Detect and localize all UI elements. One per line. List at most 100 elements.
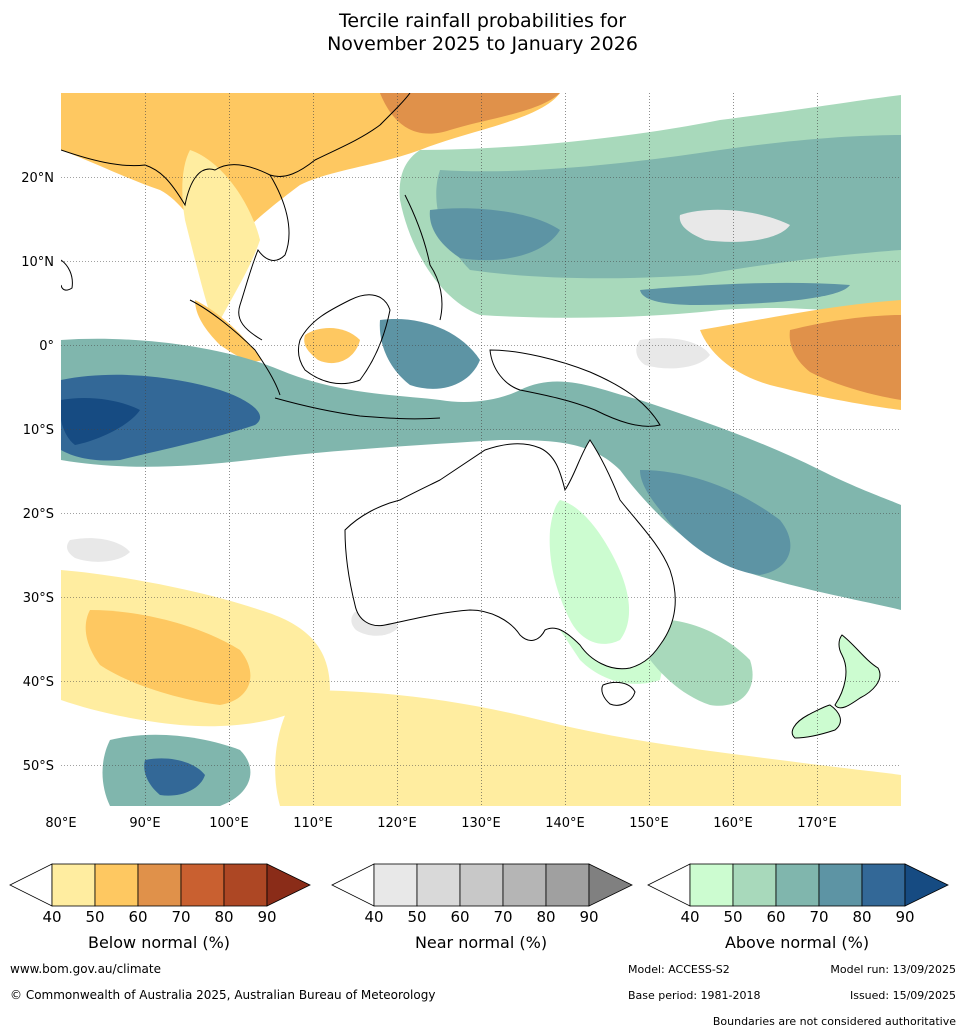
sumatra-outline [189,299,281,396]
colorbar-above-segment-3 [818,863,863,907]
colorbar-below-tick-1: 50 [85,908,104,926]
colorbar-above-label: Above normal (%) [725,933,869,952]
lon-label-160e: 160°E [713,816,753,831]
latitude-labels: 20°N 10°N 0° 10°S 20°S 30°S 40°S 50°S [21,171,54,774]
above-normal-region-coral-sea [640,470,791,575]
above-normal-region-philippines [429,208,560,261]
colorbar-near-segment-0 [373,863,418,907]
colorbar-below-segment-0 [51,863,96,907]
colorbar-near-label: Near normal (%) [415,933,547,952]
lat-label-10s: 10°S [23,423,54,438]
colorbar-above-tick-3: 70 [809,908,828,926]
model-name: Model: ACCESS-S2 [628,963,730,976]
lon-label-80e: 80°E [45,816,76,831]
colorbar-near-upper-extend [588,863,633,907]
colorbar-near-tick-0: 40 [364,908,383,926]
colorbar-near-lower-extend [331,863,375,907]
lat-label-10n: 10°N [21,255,54,270]
lat-label-20n: 20°N [21,171,54,186]
below-normal-region-borneo [304,328,360,364]
near-normal-region-1 [679,209,790,242]
lat-label-20s: 20°S [23,507,54,522]
gridlines [61,93,901,806]
boundary-disclaimer: Boundaries are not considered authoritat… [712,1015,956,1028]
tasmania-outline [601,681,636,706]
colorbar-near-segment-4 [545,863,590,907]
colorbar-below-segment-1 [94,863,139,907]
model-run-date: Model run: 13/09/2025 [830,963,956,976]
colorbar-below-segment-4 [223,863,268,907]
colorbar-above-tick-2: 60 [766,908,785,926]
colorbar-below-tick-4: 80 [214,908,233,926]
new-zealand-north-island [834,634,881,709]
asia-coastline [61,93,411,207]
colorbar-below-tick-3: 70 [171,908,190,926]
colorbar-below-lower-extend [9,863,53,907]
indochina-coastline [238,174,290,341]
java-outline [274,397,441,420]
colorbar-near-tick-2: 60 [450,908,469,926]
lon-label-130e: 130°E [461,816,501,831]
new-zealand-south-island [791,704,841,739]
below-normal-region-sumatra [195,300,262,362]
above-normal-region-indian-ocean-core [61,374,261,461]
issued-date: Issued: 15/09/2025 [849,989,956,1002]
website-url[interactable]: www.bom.gov.au/climate [10,962,161,976]
base-period: Base period: 1981-2018 [628,989,761,1002]
below-normal-region-china [380,93,560,134]
above-normal-region-pacific-strip [640,282,850,305]
colorbar-near-segment-3 [502,863,547,907]
colorbar-below-segment-3 [180,863,225,907]
colorbar-above-tick-4: 80 [852,908,871,926]
colorbar-below-segment-2 [137,863,182,907]
above-normal-region-pacific-mid [436,135,901,279]
lon-label-100e: 100°E [209,816,249,831]
colorbar-above-segment-1 [732,863,777,907]
copyright-text: © Commonwealth of Australia 2025, Austra… [10,988,436,1002]
sri-lanka-outline [61,259,73,291]
colorbar-near-tick-3: 70 [493,908,512,926]
colorbar-above-tick-1: 50 [723,908,742,926]
near-normal-region-3 [67,538,130,562]
lon-label-150e: 150°E [629,816,669,831]
title-line-1: Tercile rainfall probabilities for [338,10,627,32]
above-normal-region-southern-ocean-core [144,758,205,796]
colorbar-below-tick-2: 60 [128,908,147,926]
map-figure: 20°N 10°N 0° 10°S 20°S 30°S 40°S 50°S 80… [9,93,949,952]
lon-label-90e: 90°E [129,816,160,831]
colorbar-above-segment-4 [861,863,906,907]
colorbar-near-normal: Near normal (%) 40 50 60 70 80 90 [331,863,633,952]
map-area [61,93,901,806]
borneo-outline [297,294,391,385]
new-guinea-outline [489,349,661,427]
colorbar-below-upper-extend [266,863,311,907]
above-normal-region-indian-ocean-deep [61,398,140,445]
colorbar-near-segment-2 [459,863,504,907]
title-line-2: November 2025 to January 2026 [327,33,638,55]
lon-label-120e: 120°E [377,816,417,831]
lat-label-30s: 30°S [23,591,54,606]
colorbar-below-label: Below normal (%) [88,933,230,952]
colorbar-above-tick-5: 90 [895,908,914,926]
australia-interior-green [549,500,630,644]
lon-label-170e: 170°E [797,816,837,831]
lat-label-50s: 50°S [23,759,54,774]
above-normal-region-sulawesi [379,319,480,389]
lat-label-0: 0° [39,339,54,354]
below-normal-region-indochina [182,150,260,330]
longitude-labels: 80°E 90°E 100°E 110°E 120°E 130°E 140°E … [45,816,836,831]
colorbar-above-upper-extend [904,863,949,907]
colorbar-below-normal: Below normal (%) 40 50 60 70 80 90 [9,863,311,952]
colorbar-above-segment-2 [775,863,820,907]
lon-label-140e: 140°E [545,816,585,831]
colorbar-above-tick-0: 40 [680,908,699,926]
colorbar-near-segment-1 [416,863,461,907]
map-title: Tercile rainfall probabilities for Novem… [0,10,965,56]
colorbar-below-tick-0: 40 [42,908,61,926]
colorbar-above-normal: Above normal (%) 40 50 60 70 80 90 [647,863,949,952]
below-normal-region-asia [61,93,560,260]
colorbar-near-tick-4: 80 [536,908,555,926]
below-normal-region-southern-indian-core [85,610,251,705]
below-normal-region-southern-band [275,690,901,806]
above-normal-region-tasman [640,619,753,706]
